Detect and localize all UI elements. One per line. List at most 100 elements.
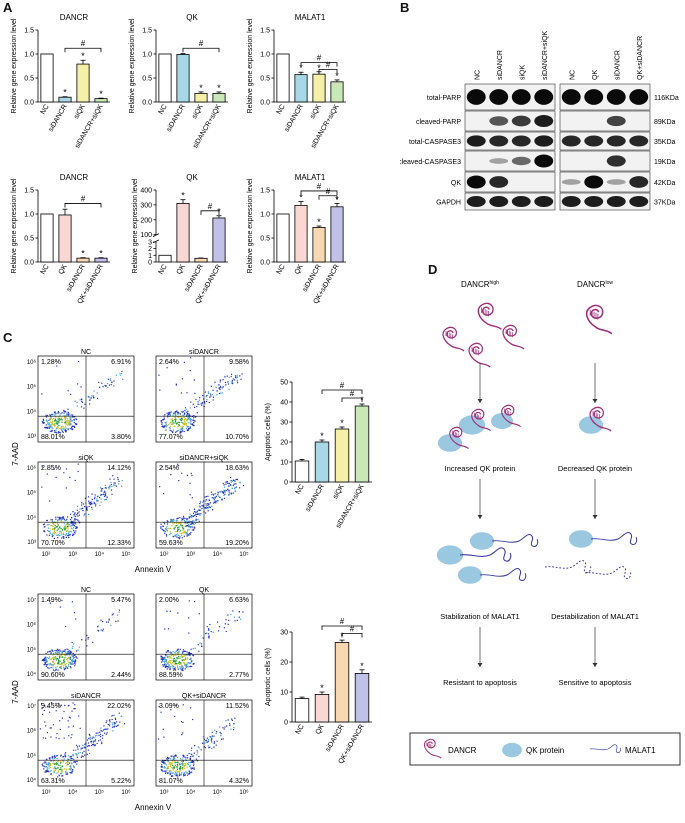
y-tick-label: 10 <box>280 460 288 467</box>
flow-y-tick: 10³ <box>27 540 36 546</box>
quadrant-ur: 11.52% <box>226 703 249 710</box>
significance-hash: # <box>81 39 86 48</box>
flow-x-tick: 10⁵ <box>95 789 105 796</box>
flow-x-tick: 10⁴ <box>68 789 78 796</box>
significance-hash: # <box>340 381 345 390</box>
quadrant-lr: 19.20% <box>225 540 249 547</box>
flow-y-tick: 10⁵ <box>27 490 37 497</box>
quadrant-lr: 2.44% <box>111 672 131 679</box>
quadrant-lr: 4.32% <box>229 778 249 785</box>
quadrant-ul: 2.85% <box>41 465 61 472</box>
flow-y-tick: 10⁶ <box>27 359 37 366</box>
dancr-icon <box>477 302 502 330</box>
chart-title: DANCR <box>60 173 89 182</box>
y-tick-label: 0.5 <box>260 236 270 243</box>
flow-y-tick: 10⁶ <box>27 728 37 735</box>
qk-protein-icon <box>502 742 522 758</box>
x-tick-label: QK <box>294 263 305 276</box>
significance-star: * <box>181 191 185 201</box>
blot-strip <box>464 171 556 193</box>
quadrant-ur: 14.12% <box>107 465 131 472</box>
y-tick-label: 3 <box>148 239 152 246</box>
bar <box>312 73 326 103</box>
significance-star: * <box>340 418 344 428</box>
bar <box>330 81 344 103</box>
flow-x-tick: 10⁴ <box>186 789 196 796</box>
quadrant-ll: 88.59% <box>159 672 183 679</box>
significance-star: * <box>81 249 85 259</box>
blot-band <box>561 135 581 147</box>
flow-x-tick: 10² <box>42 552 51 558</box>
legend-malat1: MALAT1 <box>625 746 656 755</box>
blot-band <box>466 175 486 189</box>
significance-star: * <box>99 249 103 259</box>
flow-x-tick: 10⁴ <box>95 551 105 558</box>
blot-band <box>511 196 531 207</box>
quadrant-ur: 6.91% <box>111 359 131 366</box>
flow-x-axis-label: Annexin V <box>135 803 172 812</box>
quadrant-lr: 10.70% <box>225 434 249 441</box>
right-step-2: Destabilization of MALAT1 <box>551 612 639 621</box>
quadrant-ul: 2.54% <box>159 465 179 472</box>
malat1-degraded-icon <box>584 566 632 579</box>
quadrant-ul: 2.64% <box>159 359 179 366</box>
y-tick-label: 1 <box>148 253 152 260</box>
blot-row-label: total-CASPASE3 <box>409 139 461 146</box>
panel-label-b: B <box>400 0 410 15</box>
qk-protein-icon <box>568 530 594 548</box>
dancr-icon <box>468 342 491 368</box>
significance-hash: # <box>340 617 345 626</box>
quadrant-ll: 88.01% <box>41 434 65 441</box>
blot-row-label: QK <box>451 180 461 187</box>
y-axis-label: Relative gene expression level <box>11 178 18 273</box>
flow-x-tick: 10⁵ <box>213 789 223 796</box>
x-tick-label: NC <box>158 264 169 276</box>
arrow-head <box>592 515 598 519</box>
schematic-title-right: DANCRlow <box>577 280 613 289</box>
flow-plot-title: QK+siDANCR <box>182 693 226 700</box>
x-tick-label: QK <box>315 723 326 736</box>
flow-plot-title: siDANCR <box>189 349 219 356</box>
bar <box>354 405 370 483</box>
blot-band <box>534 114 554 128</box>
significance-bracket <box>182 47 220 53</box>
y-tick-label: 10 <box>280 690 288 697</box>
bar <box>294 204 308 263</box>
y-tick-label: 2 <box>148 246 152 253</box>
significance-star: * <box>99 89 103 99</box>
blot-band <box>534 135 554 147</box>
x-tick-label: NC <box>276 104 287 116</box>
apoptotic-bar-chart-1: 0 10 20 30 40 50 Apoptotic cells (%) NC * siDANCR… <box>265 380 372 530</box>
quadrant-lr: 2.77% <box>229 672 249 679</box>
quadrant-ul: 2.00% <box>159 597 179 604</box>
x-tick-label: siQK <box>309 103 323 120</box>
flow-x-tick: 10³ <box>42 790 51 796</box>
chart-a-malat1-qk: MALAT1 0.0 0.5 1.0 1.5 Relative gene expressi… <box>247 173 346 305</box>
dancr-icon <box>449 426 470 450</box>
significance-bracket <box>318 68 338 74</box>
schematic-title-left: DANCRhigh <box>461 280 499 289</box>
blot-band <box>629 135 649 147</box>
quadrant-lr: 5.22% <box>111 778 131 785</box>
dancr-icon <box>471 408 492 432</box>
y-tick-label: 0.0 <box>260 260 270 267</box>
bar <box>176 54 190 103</box>
x-tick-label: siDANCR <box>325 724 346 753</box>
chart-title: QK <box>186 173 198 182</box>
malat1-icon <box>459 547 512 562</box>
quadrant-ur: 18.63% <box>225 465 249 472</box>
lane-label: siDANCR <box>497 50 504 80</box>
blot-band <box>511 115 531 127</box>
blot-strip <box>464 110 556 132</box>
y-tick-label: 20 <box>280 660 288 667</box>
axis-break <box>152 239 160 244</box>
blot-strip <box>559 131 651 151</box>
flow-y-axis-label: 7-AAD <box>11 442 20 466</box>
quadrant-ur: 22.02% <box>107 703 131 710</box>
bar <box>40 53 54 103</box>
flow-dots <box>39 702 126 778</box>
flow-y-tick: 10⁵ <box>27 384 37 391</box>
dancr-icon <box>502 324 525 350</box>
significance-bracket <box>341 397 363 402</box>
flow-plot-title: siDANCR+siQK <box>179 455 229 462</box>
